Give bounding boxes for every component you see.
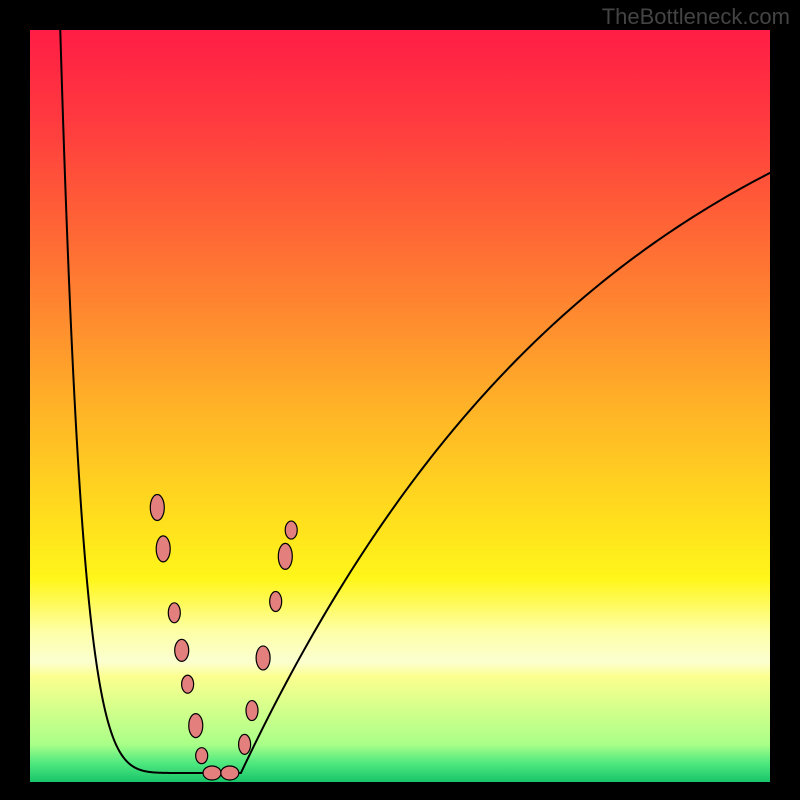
curve-marker: [246, 701, 258, 721]
curve-marker: [196, 748, 208, 764]
curve-marker: [150, 495, 164, 521]
watermark-text: TheBottleneck.com: [602, 4, 790, 30]
curve-marker: [189, 714, 203, 738]
curve-marker: [270, 592, 282, 612]
curve-marker: [256, 646, 270, 670]
curve-marker: [221, 766, 239, 780]
bottleneck-curve: [60, 7, 785, 773]
curve-layer: [30, 30, 770, 782]
chart-container: TheBottleneck.com: [0, 0, 800, 800]
curve-marker: [182, 675, 194, 693]
marker-group: [150, 495, 297, 780]
plot-area: [30, 30, 770, 782]
curve-marker: [156, 536, 170, 562]
curve-marker: [239, 734, 251, 754]
curve-marker: [175, 639, 189, 661]
curve-marker: [285, 521, 297, 539]
curve-marker: [168, 603, 180, 623]
curve-marker: [203, 766, 221, 780]
curve-marker: [278, 543, 292, 569]
